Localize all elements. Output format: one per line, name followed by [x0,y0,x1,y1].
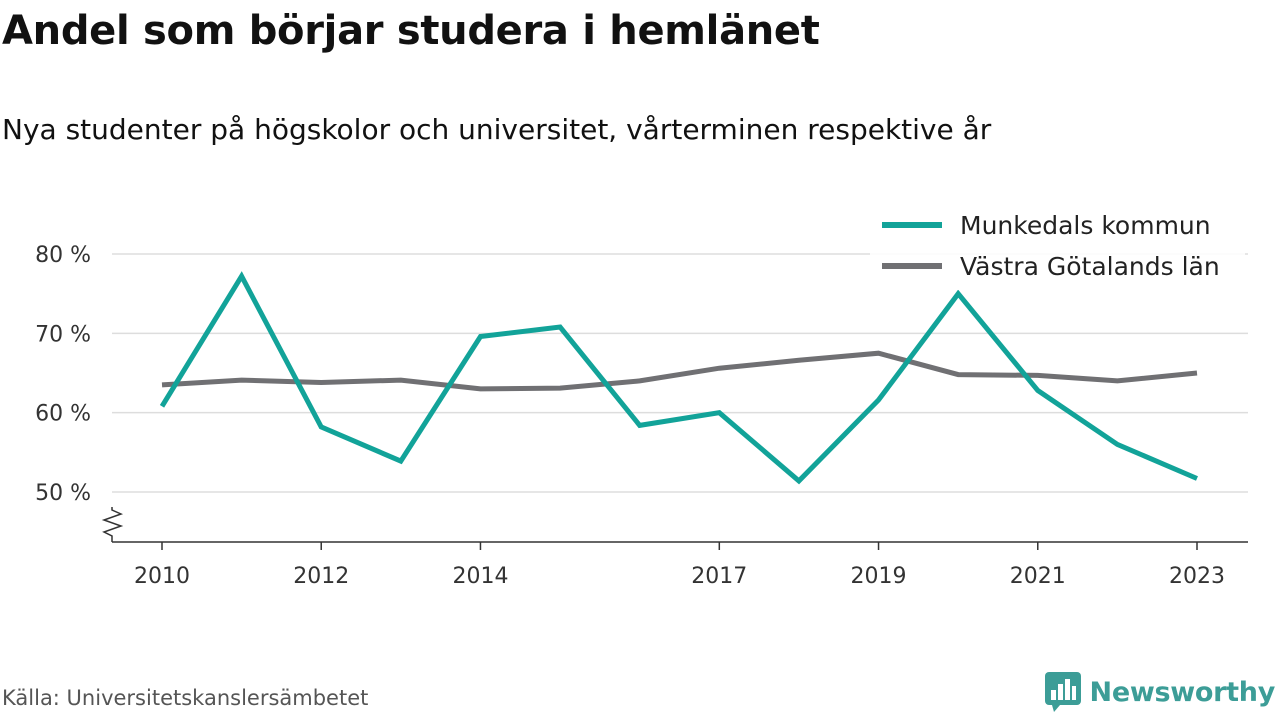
y-tick-label: 80 % [35,243,91,268]
y-tick-label: 50 % [35,481,91,506]
x-tick-label: 2023 [1169,564,1225,589]
series-line-0 [159,271,1198,485]
bar-chart-speech-bubble-icon [1044,672,1081,712]
y-tick-label: 60 % [35,402,91,427]
series-lines [159,271,1198,485]
y-axis-break-icon [101,507,124,542]
series-line-1 [161,350,1198,392]
x-tick-label: 2021 [1010,564,1066,589]
chart-title: Andel som börjar studera i hemlänet [2,8,820,54]
x-tick-label: 2019 [851,564,907,589]
legend: Munkedals kommun Västra Götalands län [870,202,1245,290]
x-axis-ticks: 2010 2012 2014 2017 2019 2021 2023 [134,542,1225,589]
legend-label: Västra Götalands län [960,252,1220,281]
x-tick-label: 2017 [691,564,747,589]
source-note: Källa: Universitetskanslersämbetet [2,686,369,710]
y-axis-ticks: 50 % 60 % 70 % 80 % [35,243,91,506]
x-tick-label: 2010 [134,564,190,589]
brand-logo[interactable]: Newsworthy [1044,672,1275,712]
brand-name: Newsworthy [1089,676,1276,708]
y-tick-label: 70 % [35,322,91,347]
x-tick-label: 2014 [452,564,508,589]
legend-background [870,202,1245,290]
axes [101,507,1248,543]
x-tick-label: 2012 [293,564,349,589]
legend-label: Munkedals kommun [960,211,1211,240]
chart-subtitle: Nya studenter på högskolor och universit… [2,113,992,146]
